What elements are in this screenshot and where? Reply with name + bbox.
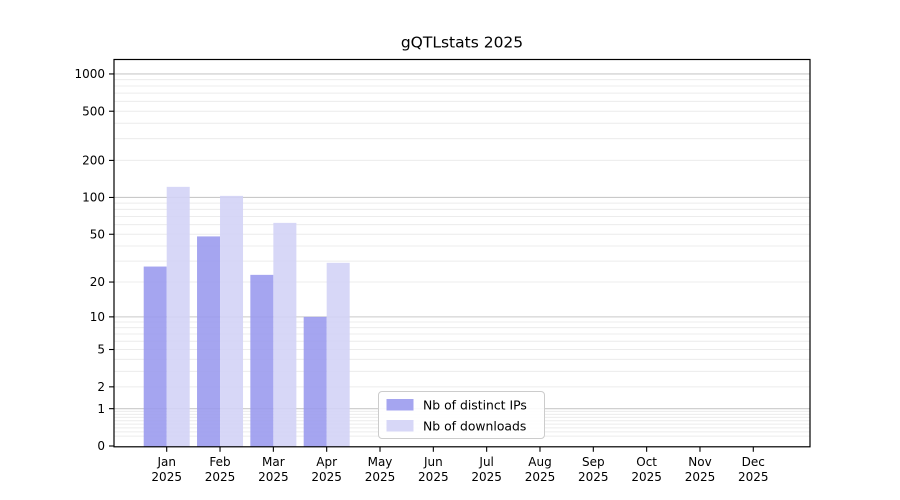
x-tick-label-mar: Mar: [262, 455, 285, 469]
x-tick-year-jun: 2025: [418, 470, 449, 484]
axes-group: 01251020501002005001000Jan2025Feb2025Mar…: [74, 67, 768, 484]
x-tick-year-nov: 2025: [685, 470, 716, 484]
x-tick-year-sep: 2025: [578, 470, 609, 484]
x-tick-label-apr: Apr: [316, 455, 337, 469]
bar-mar-downloads: [273, 222, 297, 447]
y-tick-label-20: 20: [90, 275, 105, 289]
y-tick-label-1000: 1000: [74, 67, 105, 81]
y-tick-label-500: 500: [82, 104, 105, 118]
plot-frame: [113, 58, 811, 448]
bars-group: [143, 186, 350, 447]
x-tick-year-dec: 2025: [738, 470, 769, 484]
y-tick-label-100: 100: [82, 191, 105, 205]
y-tick-label-0: 0: [97, 439, 105, 453]
y-tick-label-5: 5: [97, 343, 105, 357]
bar-mar-ips: [250, 274, 274, 447]
x-tick-label-aug: Aug: [528, 455, 551, 469]
legend-swatch-distinct-ips: [386, 399, 414, 411]
x-tick-label-sep: Sep: [582, 455, 605, 469]
legend-swatch-downloads: [386, 420, 414, 432]
bar-jan-ips: [143, 266, 167, 447]
x-tick-year-aug: 2025: [525, 470, 556, 484]
x-tick-label-nov: Nov: [688, 455, 711, 469]
bar-apr-ips: [303, 316, 327, 447]
x-tick-year-mar: 2025: [258, 470, 289, 484]
x-tick-label-jan: Jan: [156, 455, 176, 469]
legend-label-distinct-ips: Nb of distinct IPs: [423, 397, 527, 412]
x-tick-year-may: 2025: [365, 470, 396, 484]
x-tick-year-apr: 2025: [311, 470, 342, 484]
x-tick-year-jul: 2025: [471, 470, 502, 484]
y-tick-label-2: 2: [97, 380, 105, 394]
x-tick-label-oct: Oct: [636, 455, 657, 469]
x-tick-label-jun: Jun: [423, 455, 443, 469]
bar-apr-downloads: [326, 262, 350, 447]
x-tick-year-feb: 2025: [205, 470, 236, 484]
chart-title: gQTLstats 2025: [401, 34, 523, 52]
legend-label-downloads: Nb of downloads: [423, 418, 526, 433]
y-tick-label-50: 50: [90, 227, 105, 241]
y-tick-label-200: 200: [82, 154, 105, 168]
x-tick-year-jan: 2025: [151, 470, 182, 484]
legend: Nb of distinct IPs Nb of downloads: [378, 391, 545, 439]
y-tick-label-10: 10: [90, 310, 105, 324]
y-tick-label-1: 1: [97, 402, 105, 416]
bar-feb-downloads: [220, 195, 244, 447]
bar-feb-ips: [197, 236, 221, 447]
x-tick-label-may: May: [368, 455, 393, 469]
bar-jan-downloads: [166, 186, 190, 447]
x-tick-label-feb: Feb: [209, 455, 230, 469]
x-tick-label-dec: Dec: [742, 455, 765, 469]
x-tick-year-oct: 2025: [631, 470, 662, 484]
legend-box: [378, 391, 545, 439]
x-tick-label-jul: Jul: [478, 455, 493, 469]
